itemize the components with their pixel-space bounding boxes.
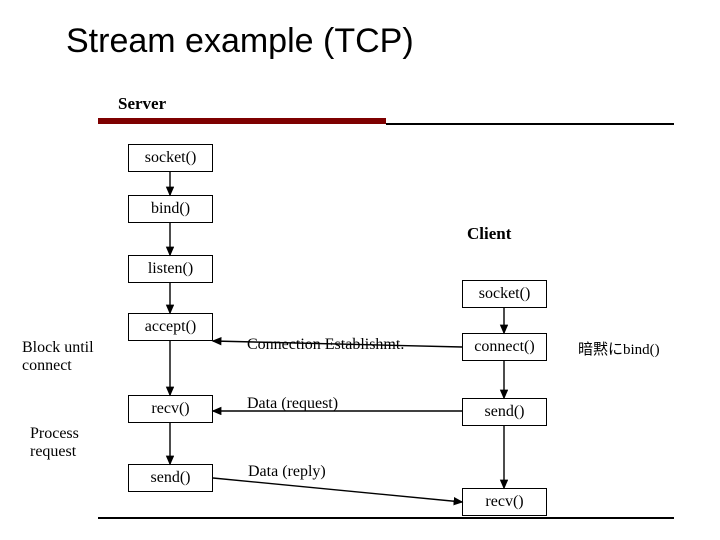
box-label: recv(): [151, 400, 189, 418]
client-socket-box: socket(): [462, 280, 547, 308]
page-title: Stream example (TCP): [66, 22, 414, 61]
server-label: Server: [118, 94, 166, 114]
edge-label-data-req: Data (request): [247, 395, 338, 413]
box-label: send(): [485, 403, 525, 421]
note-line: connect: [22, 357, 72, 374]
note-line: Block until: [22, 339, 94, 356]
annotation-implicit-bind: 暗黙にbind(): [578, 338, 660, 359]
note-line: request: [30, 443, 76, 460]
edge-label-data-reply: Data (reply): [248, 463, 326, 481]
server-recv-box: recv(): [128, 395, 213, 423]
note-process-request: Process request: [30, 425, 79, 461]
server-socket-box: socket(): [128, 144, 213, 172]
arrows-svg: [0, 0, 720, 540]
title-thin-underline: [386, 123, 674, 125]
box-label: socket(): [145, 149, 197, 167]
title-underline: [98, 118, 386, 124]
client-label: Client: [467, 224, 511, 244]
server-accept-box: accept(): [128, 313, 213, 341]
note-line: Process: [30, 425, 79, 442]
box-label: recv(): [485, 493, 523, 511]
server-listen-box: listen(): [128, 255, 213, 283]
box-label: accept(): [145, 318, 197, 336]
box-label: bind(): [151, 200, 190, 218]
client-recv-box: recv(): [462, 488, 547, 516]
client-send-box: send(): [462, 398, 547, 426]
edge-label-establish: Connection Establishmt.: [247, 336, 404, 354]
server-bind-box: bind(): [128, 195, 213, 223]
client-connect-box: connect(): [462, 333, 547, 361]
box-label: listen(): [148, 260, 193, 278]
box-label: connect(): [474, 338, 534, 356]
bottom-line: [98, 517, 674, 519]
server-send-box: send(): [128, 464, 213, 492]
box-label: send(): [151, 469, 191, 487]
note-block-until: Block until connect: [22, 339, 94, 375]
box-label: socket(): [479, 285, 531, 303]
